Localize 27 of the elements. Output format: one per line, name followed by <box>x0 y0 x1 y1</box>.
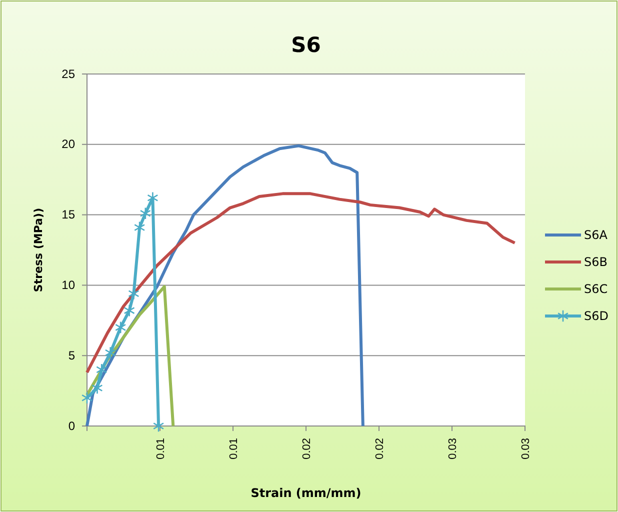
line-series <box>86 192 516 374</box>
y-tick-label: 20 <box>62 137 76 152</box>
x-tick-label: 0.02 <box>374 438 386 460</box>
legend-label: S6A <box>584 228 608 242</box>
y-tick-label: 25 <box>62 66 76 81</box>
x-tick-label: 0.01 <box>154 438 167 460</box>
x-tick-label: 0.01 <box>228 438 240 460</box>
legend-label: S6D <box>584 309 608 324</box>
chart-title: S6 <box>291 33 321 57</box>
x-tick-label: 0.03 <box>446 438 459 460</box>
y-tick-label: 0 <box>68 418 76 433</box>
x-tick-label: 0.02 <box>300 438 313 460</box>
point <box>96 363 108 376</box>
point <box>81 392 93 404</box>
x-tick-label: 0.03 <box>520 438 532 460</box>
x-axis-title: Strain (mm/mm) <box>250 486 362 500</box>
y-tick-label: 10 <box>62 278 76 292</box>
legend-label: S6B <box>584 255 608 270</box>
point <box>92 382 103 394</box>
point <box>140 207 151 220</box>
y-axis-title: Stress (MPa)) <box>32 208 45 292</box>
y-tick-label: 15 <box>62 208 76 222</box>
y-tick-label: 5 <box>68 348 76 362</box>
point <box>124 304 135 317</box>
point <box>115 321 126 334</box>
point <box>104 346 116 360</box>
legend-label: S6C <box>584 282 608 296</box>
